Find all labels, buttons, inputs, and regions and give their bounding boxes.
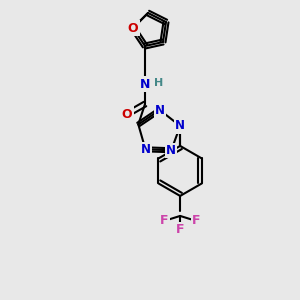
Text: O: O: [122, 107, 132, 121]
Text: N: N: [166, 144, 176, 157]
Text: F: F: [192, 214, 200, 227]
Text: N: N: [140, 143, 151, 156]
Text: F: F: [176, 224, 184, 236]
Text: N: N: [175, 119, 185, 132]
Text: O: O: [128, 22, 138, 34]
Text: N: N: [155, 103, 165, 116]
Text: F: F: [160, 214, 168, 227]
Text: H: H: [154, 78, 163, 88]
Text: N: N: [140, 77, 150, 91]
